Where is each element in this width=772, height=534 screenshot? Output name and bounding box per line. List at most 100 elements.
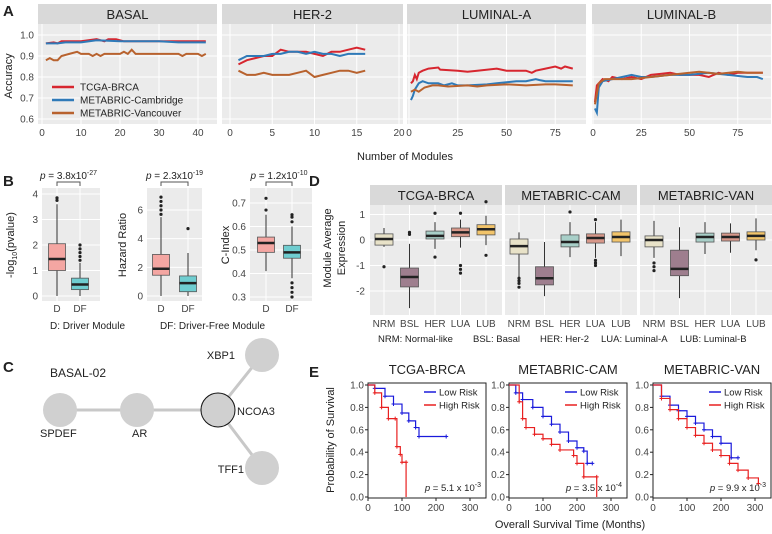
plot-background <box>505 205 637 315</box>
footnote: DF: Driver-Free Module <box>160 321 265 332</box>
censor-mark <box>400 460 404 465</box>
panel-a-accuracy-chart: BASAL 0 10 20 30 40 HER-2 0 5 10 15 20 LUMINAL-A 0 25 5… <box>3 4 771 163</box>
y-tick-label: 0.2 <box>635 470 649 481</box>
outlier-point <box>433 255 437 259</box>
censor-mark <box>530 405 535 410</box>
y-tick-label: 0.4 <box>491 448 505 459</box>
p-exponent: -3 <box>760 482 766 489</box>
box <box>48 243 66 271</box>
censor-mark <box>541 436 545 441</box>
series-line-metabric-vancouver <box>410 83 573 93</box>
x-tick-label: 10 <box>75 128 87 139</box>
panel-label-d: D <box>309 173 320 190</box>
box <box>644 235 664 248</box>
p-value-label: p = 3.8x10-27 <box>39 170 97 182</box>
p-symbol: p <box>145 171 152 182</box>
x-tick-label: HER <box>559 319 580 330</box>
node-label: TFF1 <box>218 464 244 476</box>
significance-bracket <box>56 181 81 186</box>
y-axis-label: -log10(pvalue) <box>5 212 19 278</box>
censor-mark <box>575 445 579 450</box>
outlier-point <box>159 199 163 204</box>
censor-mark <box>513 390 518 395</box>
y-tick-label: 0.8 <box>491 403 505 414</box>
plot-frame <box>652 382 772 499</box>
outlier-point <box>568 210 572 214</box>
x-tick-label: HER <box>694 319 715 330</box>
p-exponent: -27 <box>87 170 97 177</box>
x-axis-label: Overall Survival Time (Months) <box>495 519 645 531</box>
x-tick-label: 100 <box>535 503 552 514</box>
y-tick-label: 4 <box>32 190 38 201</box>
box <box>535 266 554 286</box>
y-tick-label: 0.7 <box>232 199 246 210</box>
legend-label: HER: Her-2 <box>540 334 589 345</box>
censor-mark <box>659 396 664 401</box>
node-label: AR <box>132 428 147 440</box>
network-title: BASAL-02 <box>50 366 106 380</box>
outlier-point <box>78 254 82 259</box>
x-tick-label: BSL <box>535 319 554 330</box>
censor-mark <box>746 475 751 480</box>
x-tick-label: 200 <box>569 503 586 514</box>
censor-mark <box>383 394 387 399</box>
outlier-point <box>159 195 163 199</box>
significance-bracket <box>265 181 293 186</box>
censor-mark <box>590 461 595 466</box>
network-node <box>200 392 236 428</box>
outlier-point <box>290 220 294 224</box>
series-line-metabric-vancouver <box>593 70 763 105</box>
censor-mark <box>398 452 403 457</box>
x-tick-label: 0 <box>227 128 233 139</box>
y-tick-label: -2 <box>356 287 365 298</box>
y-label-main: C-Index <box>220 225 232 264</box>
x-tick-label: LUB <box>476 319 496 330</box>
x-tick-label: 50 <box>501 128 513 139</box>
x-tick-label: LUA <box>721 319 741 330</box>
censor-mark <box>517 399 522 404</box>
outlier-point <box>433 211 437 215</box>
censor-mark <box>524 425 528 430</box>
facet-title: LUMINAL-A <box>462 7 532 22</box>
x-tick-label: 20 <box>114 128 126 139</box>
outlier-point <box>55 198 59 202</box>
node-label: NCOA3 <box>237 406 275 418</box>
outlier-point <box>517 285 521 289</box>
outlier-point <box>264 196 268 200</box>
y-tick-label: 0.9 <box>20 52 34 63</box>
plot-title: TCGA-BRCA <box>389 362 466 377</box>
censor-mark <box>575 461 579 466</box>
y-tick-label: 0.7 <box>20 94 34 105</box>
y-label-subscript: 10 <box>12 252 19 260</box>
y-tick-label: 0.0 <box>350 493 364 504</box>
y-tick-label: 2 <box>137 263 143 274</box>
y-tick-label: 1 <box>32 266 38 277</box>
series-line-metabric-cambridge <box>45 39 206 45</box>
x-tick-label: 75 <box>732 128 744 139</box>
x-tick-label: DF <box>285 304 298 315</box>
x-tick-label: DF <box>73 304 86 315</box>
legend-label: METABRIC-Cambridge <box>80 96 184 107</box>
node-label: SPDEF <box>40 428 77 440</box>
y-tick-label: 0.3 <box>232 293 246 304</box>
y-tick-label: 0.0 <box>635 493 649 504</box>
outlier-point <box>159 212 163 216</box>
x-tick-label: DF <box>181 304 194 315</box>
facet-title: HER-2 <box>293 7 332 22</box>
outlier-point <box>290 286 294 290</box>
legend-label: High Risk <box>580 401 621 412</box>
p-mantissa: = 3.8x10 <box>46 171 88 182</box>
censor-mark <box>685 414 689 419</box>
censor-mark <box>566 439 571 443</box>
plot-title: METABRIC-VAN <box>664 362 760 377</box>
outlier-point <box>754 258 758 262</box>
facet-strip <box>640 185 772 205</box>
outlier-point <box>593 263 598 268</box>
outlier-point <box>484 253 488 257</box>
y-tick-label: 0.4 <box>232 269 246 280</box>
y-tick-label: 0.6 <box>232 222 246 233</box>
p-symbol: p <box>709 483 715 494</box>
censor-mark <box>736 468 740 473</box>
y-tick-label: 0 <box>359 236 365 247</box>
facet-title: LUMINAL-B <box>647 7 716 22</box>
